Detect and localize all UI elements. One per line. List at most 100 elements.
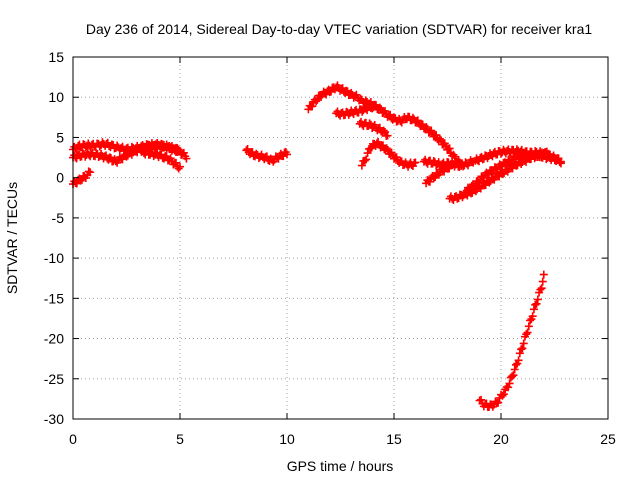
y-tick-label: -20 [44, 331, 64, 347]
data-point-arc11 [429, 174, 438, 183]
x-tick-label: 0 [69, 431, 77, 447]
series-arc4 [137, 146, 184, 173]
data-point-arc4 [171, 158, 180, 167]
y-tick-label: 15 [48, 49, 64, 65]
data-point-arc12 [498, 170, 507, 179]
y-tick-label: 5 [56, 129, 64, 145]
data-point-arc3 [84, 167, 93, 176]
data-point-arc3 [76, 176, 85, 185]
data-point-arc15 [517, 345, 526, 354]
data-point-arc15 [524, 322, 533, 331]
data-point-arc13 [501, 160, 510, 169]
data-point-arc15 [510, 365, 519, 374]
data-point-arc15 [508, 372, 517, 381]
data-point-arc14 [556, 157, 565, 166]
data-point-arc6 [356, 94, 365, 103]
y-tick-label: 0 [56, 170, 64, 186]
data-point-arc5 [252, 149, 261, 158]
data-point-arc4 [161, 152, 170, 161]
data-point-arc15 [529, 305, 538, 314]
chart-title: Day 236 of 2014, Sidereal Day-to-day VTE… [86, 21, 592, 37]
series-arc15 [475, 270, 548, 412]
data-point-arc15 [494, 398, 503, 407]
y-tick-label: -5 [52, 210, 65, 226]
data-point-arc6 [432, 131, 441, 140]
series-arc2 [69, 140, 191, 167]
data-point-arc15 [531, 300, 540, 309]
data-point-arc6 [408, 113, 417, 122]
data-point-arc13 [511, 155, 520, 164]
y-tick-label: 10 [48, 89, 64, 105]
data-point-arc15 [477, 395, 486, 404]
plot-frame [72, 56, 609, 420]
data-point-arc15 [533, 295, 542, 304]
data-point-arc5 [279, 152, 288, 161]
data-point-arc9 [363, 149, 372, 158]
series-arc14 [471, 145, 565, 167]
data-point-arc15 [538, 277, 547, 286]
data-point-arc12 [485, 178, 494, 187]
data-point-arc8 [383, 131, 392, 140]
data-point-arc15 [515, 349, 524, 358]
data-point-arc15 [536, 285, 545, 294]
data-point-arc3 [86, 168, 95, 177]
series-arc8 [355, 117, 392, 140]
data-point-arc9 [357, 161, 366, 170]
series-arc11 [422, 160, 456, 188]
data-point-arc15 [532, 299, 541, 308]
data-point-arc15 [505, 379, 514, 388]
data-point-arc15 [504, 383, 513, 392]
data-point-arc13 [470, 182, 479, 191]
data-point-arc2 [118, 155, 127, 164]
data-point-arc15 [539, 270, 548, 279]
y-tick-label: -25 [44, 371, 64, 387]
data-point-arc15 [518, 344, 527, 353]
data-point-arc15 [522, 330, 531, 339]
data-point-arc8 [365, 119, 374, 128]
x-axis-label: GPS time / hours [287, 458, 394, 474]
data-point-arc9 [360, 156, 369, 165]
data-point-arc15 [509, 371, 518, 380]
data-point-arc6 [308, 102, 317, 111]
data-point-arc5 [248, 148, 257, 157]
data-point-arc7 [370, 100, 379, 109]
x-tick-label: 5 [176, 431, 184, 447]
series-arc6 [304, 81, 467, 170]
data-point-arc15 [499, 390, 508, 399]
tick-layer: 0 5 10 15 20 25 -30 -25 -20 -15 -10 -5 0 5 10 15 [44, 49, 616, 447]
y-axis-label: SDTVAR / TECUs [4, 182, 20, 294]
data-point-arc6 [445, 144, 454, 153]
data-point-arc15 [511, 360, 520, 369]
data-point-arc8 [379, 126, 388, 135]
data-point-arc15 [526, 316, 535, 325]
x-tick-label: 10 [279, 431, 295, 447]
data-point-arc11 [425, 177, 434, 186]
x-tick-label: 20 [493, 431, 509, 447]
series-arc7 [332, 100, 379, 120]
data-point-arc15 [514, 356, 523, 365]
data-point-arc9 [382, 144, 391, 153]
data-point-arc15 [523, 328, 532, 337]
x-tick-label: 25 [600, 431, 616, 447]
data-point-arc1 [113, 141, 122, 150]
data-point-arc9 [366, 144, 375, 153]
data-point-arc6 [435, 134, 444, 143]
data-point-arc6 [422, 123, 431, 132]
series-arc9 [357, 137, 420, 171]
series-arc5 [242, 145, 291, 166]
y-tick-label: -10 [44, 250, 64, 266]
data-point-arc9 [392, 153, 401, 162]
data-point-arc2 [174, 145, 183, 154]
data-point-arc6 [312, 97, 321, 106]
data-point-arc9 [411, 158, 420, 167]
data-point-arc15 [498, 391, 507, 400]
data-point-arc2 [122, 152, 131, 161]
data-point-arc4 [176, 162, 184, 171]
data-point-arc5 [283, 150, 291, 159]
data-layer [69, 81, 565, 412]
y-tick-label: -30 [44, 411, 64, 427]
data-point-arc15 [528, 312, 537, 321]
data-point-arc15 [519, 339, 528, 348]
